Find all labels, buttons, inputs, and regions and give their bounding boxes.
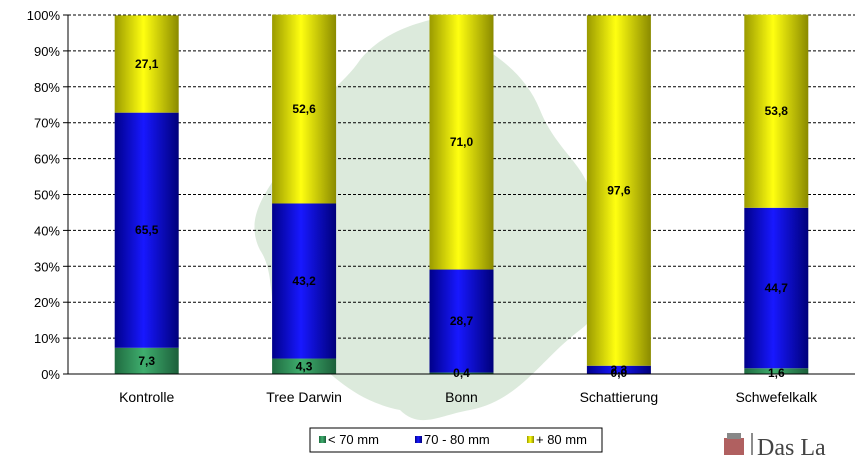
bar-segment: [586, 365, 651, 374]
bar-segment: [114, 347, 179, 374]
x-category-label: Bonn: [445, 389, 478, 405]
data-label: 2,3: [611, 363, 628, 377]
data-label: 28,7: [450, 314, 474, 328]
data-label: 65,5: [135, 223, 159, 237]
x-category-label: Schwefelkalk: [735, 389, 818, 405]
oak-leaf-watermark-icon: [254, 20, 599, 421]
x-category-label: Kontrolle: [119, 389, 174, 405]
y-tick-label: 60%: [34, 152, 60, 167]
bar-segment: [272, 14, 337, 204]
legend-entry: + 80 mm: [536, 432, 587, 447]
bar-segment: [586, 15, 651, 366]
data-label: 0,4: [453, 366, 470, 380]
legend-swatch: [415, 436, 422, 443]
bar-segment: [429, 14, 494, 270]
x-category-label: Tree Darwin: [266, 389, 342, 405]
data-label: 7,3: [138, 354, 155, 368]
data-label: 27,1: [135, 57, 159, 71]
data-label: 1,6: [768, 366, 785, 380]
data-label: 4,3: [296, 359, 313, 373]
bars: 7,3 65,5 27,1 4,3 43,2 52,6 0,4 28,7 71,0 0,02,3 9…: [114, 14, 809, 380]
y-tick-label: 20%: [34, 295, 60, 310]
y-tick-label: 100%: [27, 8, 61, 23]
data-label: 53,8: [765, 104, 789, 118]
data-label: 52,6: [292, 102, 316, 116]
y-tick-label: 30%: [34, 259, 60, 274]
logo-text: Das La: [757, 435, 826, 455]
crest-icon: [724, 433, 744, 455]
bar-segment: [272, 358, 337, 374]
data-label: 43,2: [292, 274, 316, 288]
legend: < 70 mm 70 - 80 mm + 80 mm: [309, 427, 603, 453]
y-tick-label: 90%: [34, 44, 60, 59]
data-label: 97,6: [607, 184, 631, 198]
data-label: 71,0: [450, 135, 474, 149]
data-label: 0,0: [611, 366, 628, 380]
x-axis: Kontrolle Tree Darwin Bonn Schattierung Schw…: [68, 373, 855, 405]
bar-segment: [114, 15, 179, 113]
logo: Das La: [724, 433, 826, 455]
bar-segment: [744, 14, 809, 208]
y-tick-label: 40%: [34, 223, 60, 238]
legend-entry: < 70 mm: [328, 432, 379, 447]
legend-swatch: [319, 436, 326, 443]
x-category-label: Schattierung: [580, 389, 659, 405]
y-tick-label: 50%: [34, 188, 60, 203]
bar-segment: [114, 112, 179, 348]
y-tick-label: 70%: [34, 116, 60, 131]
legend-swatch: [527, 436, 534, 443]
bar-segment: [429, 372, 494, 374]
bar-segment: [429, 269, 494, 373]
legend-entry: 70 - 80 mm: [424, 432, 490, 447]
data-label: 44,7: [765, 281, 789, 295]
bar-segment: [272, 203, 337, 359]
bar-segment: [744, 207, 809, 369]
y-tick-label: 10%: [34, 331, 60, 346]
bar-segment: [744, 368, 809, 374]
y-axis: 0% 10% 20% 30% 40% 50% 60% 70% 80% 90% 100%: [27, 8, 69, 382]
y-tick-label: 80%: [34, 80, 60, 95]
y-tick-label: 0%: [41, 367, 60, 382]
legend-box: [309, 427, 603, 453]
